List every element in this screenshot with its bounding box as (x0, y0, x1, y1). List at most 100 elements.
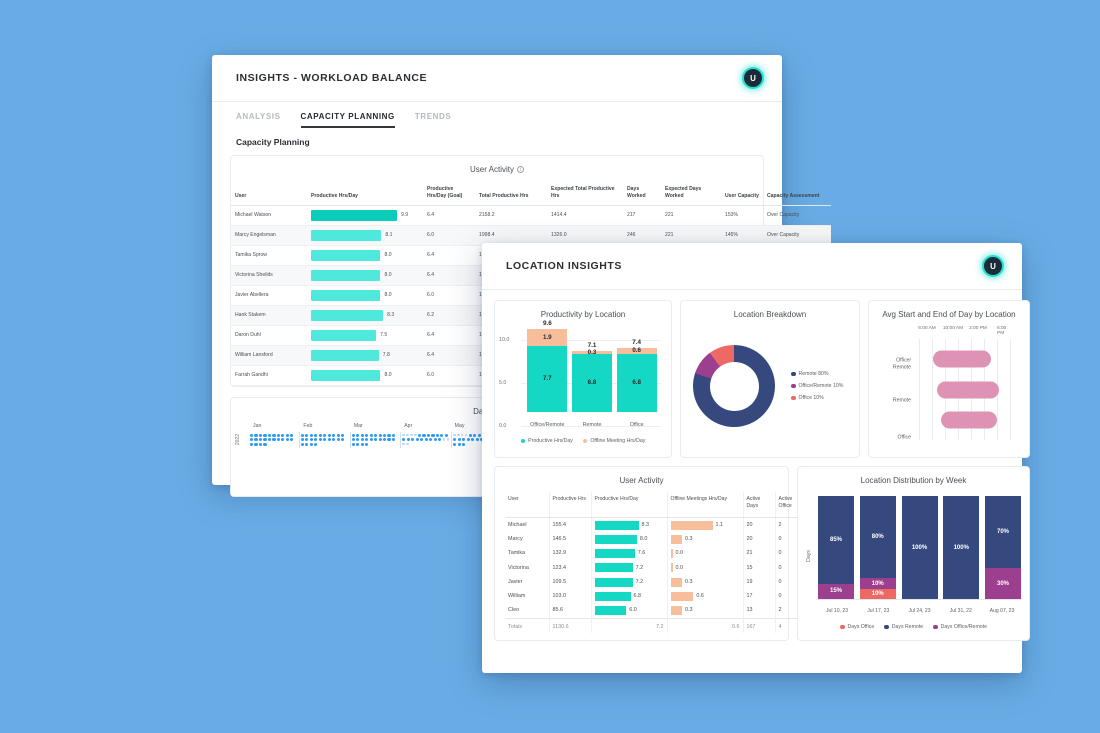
day-dot (356, 438, 360, 442)
card-title-user-activity: User Activity i (231, 156, 763, 181)
gridline (932, 339, 933, 440)
legend-swatch (933, 624, 938, 630)
legend-item[interactable]: Offline Meeting Hrs/Day (582, 438, 645, 444)
avg-start-end-chart[interactable]: 6:00 AM 10:00 AM 2:00 PM 6:00 PM Office/Rem… (875, 326, 1021, 444)
month-column[interactable] (351, 431, 402, 448)
donut-legend: Remote 80% Office/Remote 10% Office 10% (791, 371, 843, 401)
tab-trends[interactable]: TRENDS (414, 112, 452, 121)
location-breakdown-donut[interactable] (693, 345, 775, 427)
gridline (919, 339, 920, 440)
cell-bar: 8.0 (307, 365, 423, 386)
bar-segment-offline: 0.6 (616, 347, 657, 354)
cell-expected-total: 1326.0 (547, 225, 623, 246)
cell-assessment: Over Capacity (763, 205, 831, 226)
productivity-chart[interactable]: 10.0 5.0 0.0 9.6 1.9 7.7 7.1 0.3 6.8 7.4 0.6 6.8… (499, 320, 663, 434)
cell-user: Marcy (505, 532, 550, 547)
ld-legend-item[interactable]: Days Remote (884, 624, 923, 630)
front-table-body: Michael 155.4 8.3 1.1 20 2 Marcy 146.5 8.0 0.3 20 0… (505, 517, 805, 633)
cell-capacity: 153% (721, 205, 763, 226)
user-avatar[interactable]: U (742, 67, 764, 89)
totals-offline: 0.6 (667, 617, 744, 633)
bar-column[interactable]: 7.4 0.6 6.8 (616, 339, 657, 412)
gantt-bar[interactable] (937, 381, 999, 398)
cell-user: William Lansford (231, 345, 307, 366)
cell-user: Michael (505, 517, 550, 533)
ld-column[interactable]: 100% (943, 496, 980, 599)
donut-legend-item[interactable]: Remote 80% (791, 371, 843, 377)
info-circle-icon[interactable]: i (517, 166, 524, 173)
gantt-bar[interactable] (941, 411, 997, 429)
cell-active-days: 15 (743, 560, 776, 575)
legend-swatch (791, 383, 796, 389)
day-dot (336, 433, 340, 437)
ld-column[interactable]: 80% 10% 10% (859, 496, 896, 599)
ld-column[interactable]: 70% 30% (985, 496, 1021, 599)
day-dot (444, 433, 448, 437)
table-row[interactable]: William 103.0 6.8 0.6 17 0 (505, 589, 805, 604)
day-dot (276, 438, 280, 442)
cell-user: William (505, 589, 550, 604)
legend-swatch (840, 624, 845, 630)
table-row[interactable]: Javier 109.5 7.2 0.3 19 0 (505, 575, 805, 590)
day-dot (351, 438, 355, 442)
table-row[interactable]: Marcy Engelsman 8.1 6.0 1998.4 1326.0 246 221 1… (231, 225, 831, 246)
ld-x-tick-label: Jul 31, 22 (949, 608, 972, 614)
day-dot (365, 433, 369, 437)
day-dot (415, 438, 419, 442)
cell-productive-hrs: 132.9 (549, 546, 592, 561)
day-dot (258, 438, 263, 442)
table-row[interactable]: Victorina 123.4 7.2 0.0 15 0 (505, 560, 805, 575)
day-dot (391, 438, 396, 442)
ld-columns: 85% 15% 80% 10% 10% 100% 100% 70% 30% (818, 496, 1021, 600)
cell-user: Tamika Sprow (231, 245, 307, 266)
ld-legend-item[interactable]: Days Office (840, 624, 874, 630)
cell-goal: 6.4 (423, 345, 475, 366)
day-dot (318, 438, 322, 442)
bar-column[interactable]: 7.1 0.3 6.8 (571, 342, 612, 412)
tab-analysis[interactable]: ANALYSIS (236, 112, 281, 121)
gantt-row-label: Remote (892, 397, 911, 404)
donut-legend-item[interactable]: Office/Remote 10% (791, 383, 843, 389)
ld-column[interactable]: 100% (901, 496, 938, 599)
col-total-productive: Total Productive Hrs (475, 181, 547, 206)
location-insights-title: LOCATION INSIGHTS (506, 260, 622, 272)
day-dot (426, 433, 431, 437)
col-user-capacity: User Capacity (721, 181, 763, 206)
time-tick-label: 6:00 AM (918, 326, 936, 331)
day-dot (356, 433, 360, 437)
section-heading: Capacity Planning (236, 137, 310, 147)
day-dot (462, 438, 466, 442)
location-distribution-chart[interactable]: Days 85% 15% 80% 10% 10% 100% 100% 70% 30% Jul 1… (804, 492, 1023, 620)
user-avatar-front[interactable]: U (982, 255, 1004, 277)
cell-active-days: 13 (743, 603, 776, 619)
month-column[interactable] (300, 431, 351, 448)
ld-column[interactable]: 85% 15% (818, 496, 854, 599)
day-dot (435, 433, 439, 437)
cell-capacity: 145% (721, 225, 763, 246)
tab-capacity-planning[interactable]: CAPACITY PLANNING (300, 112, 395, 128)
legend-swatch (520, 438, 526, 444)
day-dot (382, 433, 387, 437)
day-dot (446, 438, 450, 441)
table-row[interactable]: Michael 155.4 8.3 1.1 20 2 (505, 517, 805, 533)
cell-goal: 6.2 (423, 305, 475, 326)
legend-item[interactable]: Productive Hrs/Day (520, 438, 573, 444)
table-row[interactable]: Cleo 85.6 6.0 0.3 13 2 (505, 603, 805, 619)
month-column[interactable] (401, 431, 453, 448)
bar-column[interactable]: 9.6 1.9 7.7 (527, 320, 568, 412)
day-dot (477, 433, 481, 437)
cell-bar: 8.3 (307, 305, 423, 326)
cell-user: Hank Stakem (231, 305, 307, 326)
gantt-bar[interactable] (933, 350, 991, 368)
time-tick-label: 6:00 PM (997, 326, 1007, 336)
donut-legend-item[interactable]: Office 10% (791, 395, 843, 401)
cell-expected-days: 221 (661, 225, 721, 246)
table-row[interactable]: Marcy 146.5 8.0 0.3 20 0 (505, 532, 805, 547)
ld-legend-item[interactable]: Days Office/Remote (933, 624, 987, 630)
cell-productive-hrs: 123.4 (549, 560, 592, 575)
cell-hrs-day: 8.0 (591, 532, 668, 547)
month-column[interactable] (249, 431, 300, 448)
table-row[interactable]: Tamika 132.9 7.6 0.0 21 0 (505, 546, 805, 561)
day-dot (267, 433, 272, 437)
table-row[interactable]: Michael Watson 9.9 6.4 2158.2 1414.4 217 221 15… (231, 205, 831, 226)
